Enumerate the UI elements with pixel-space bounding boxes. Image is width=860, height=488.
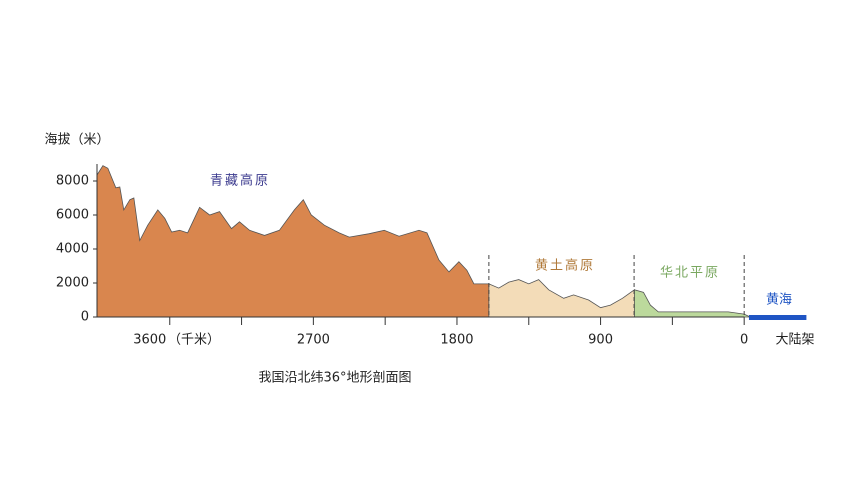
y-tick-label: 0 — [81, 310, 89, 325]
sea-label: 黄海 — [766, 293, 792, 308]
y-tick-label: 4000 — [56, 242, 89, 257]
x-unit-label: （千米） — [168, 333, 220, 348]
y-tick-label: 2000 — [56, 276, 89, 291]
y-tick-label: 6000 — [56, 208, 89, 223]
sea — [748, 315, 807, 320]
region-label: 黄土高原 — [535, 258, 595, 274]
terrain-area — [633, 289, 751, 318]
x-tick-label: 900 — [588, 333, 613, 348]
x-tick-label: 0 — [740, 333, 748, 348]
x-end-label: 大陆架 — [775, 332, 814, 348]
x-tick-label: 2700 — [297, 333, 330, 348]
y-tick-label: 8000 — [56, 174, 89, 189]
region-label: 青藏高原 — [210, 173, 270, 189]
chart-title: 我国沿北纬36°地形剖面图 — [258, 371, 411, 386]
region-label: 华北平原 — [660, 266, 720, 281]
x-tick-label: 3600 — [133, 333, 166, 348]
y-axis-label: 海拔（米） — [44, 133, 109, 148]
terrain-area — [96, 165, 490, 318]
terrain-area — [488, 279, 635, 318]
x-tick-label: 1800 — [440, 333, 473, 348]
